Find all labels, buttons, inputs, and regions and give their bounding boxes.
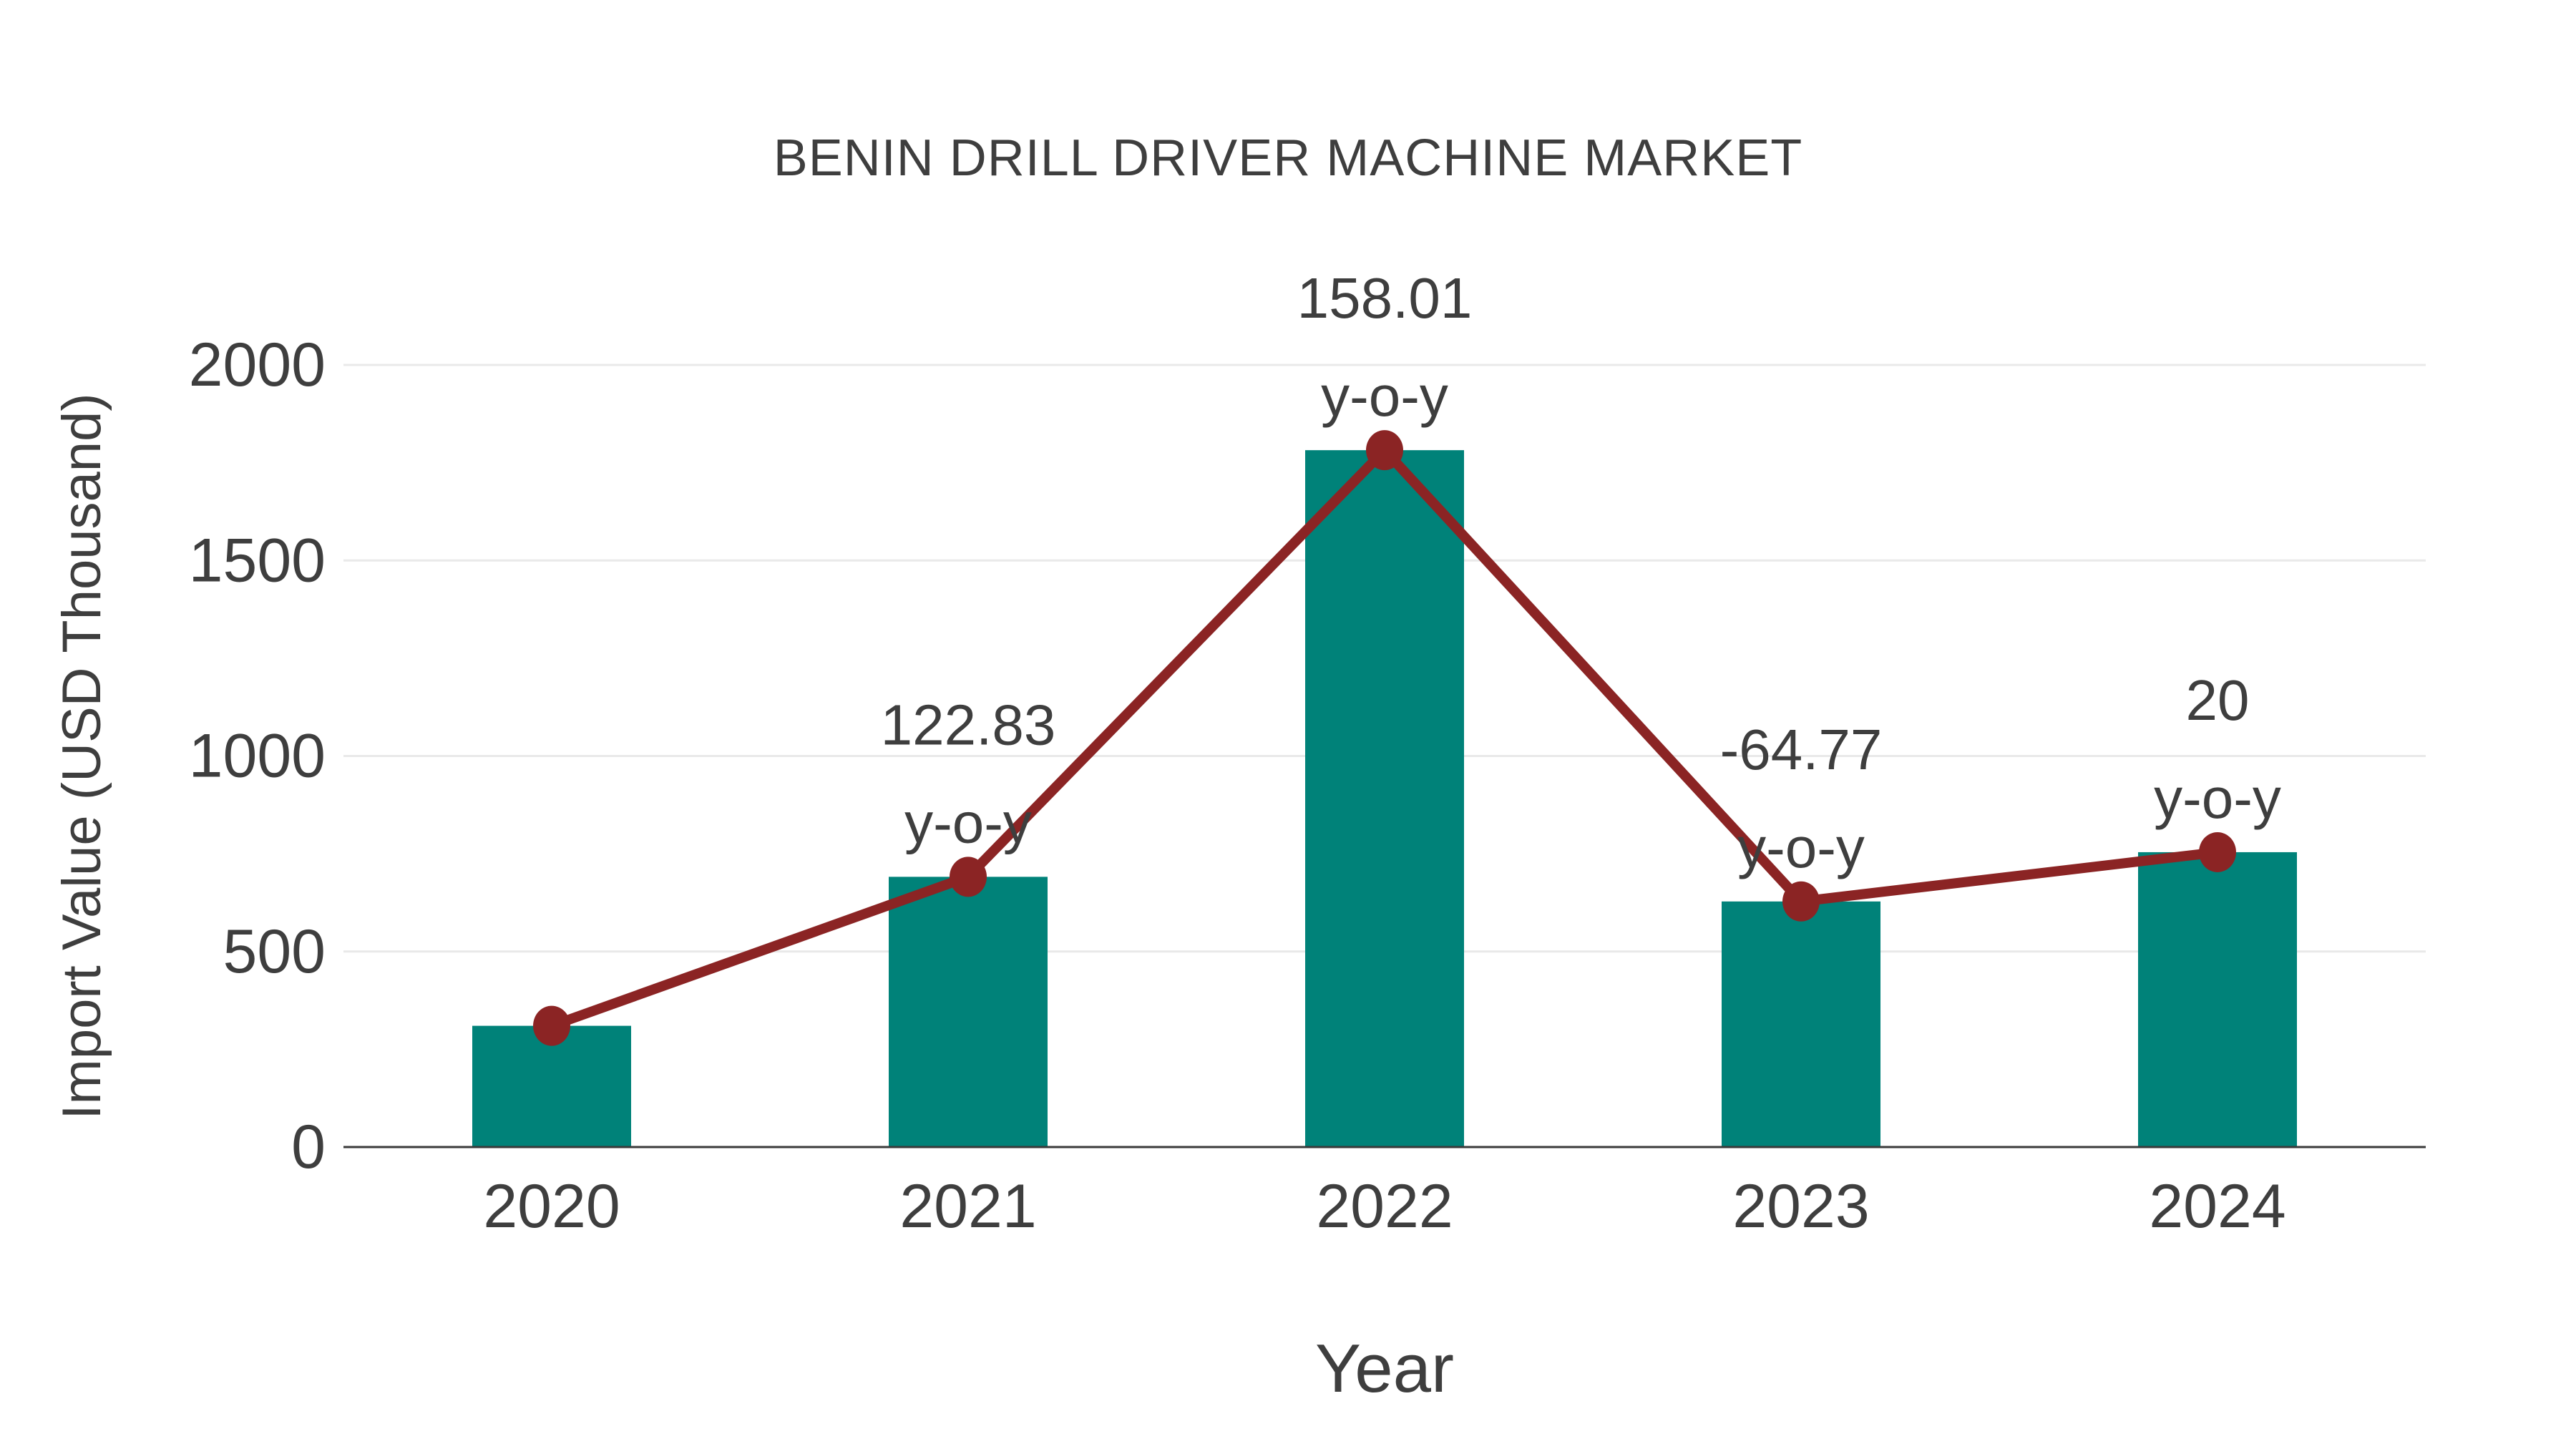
- y-tick-label-1000: 1000: [189, 722, 326, 791]
- annotation-2024-yoy: y-o-y: [2154, 766, 2281, 830]
- annotation-2024-value: 20: [2186, 668, 2250, 732]
- y-tick-label-2000: 2000: [189, 331, 326, 399]
- bar-2021: [889, 877, 1048, 1147]
- x-tick-label-2021: 2021: [899, 1172, 1036, 1241]
- bar-2023: [1722, 901, 1880, 1147]
- x-tick-label-2020: 2020: [483, 1172, 620, 1241]
- bar-2020: [472, 1025, 631, 1147]
- x-axis-label: Year: [1315, 1330, 1454, 1407]
- x-tick-label-2023: 2023: [1732, 1172, 1869, 1241]
- y-tick-label-1500: 1500: [189, 526, 326, 595]
- x-tick-label-2022: 2022: [1316, 1172, 1453, 1241]
- annotation-2022-yoy: y-o-y: [1321, 364, 1448, 428]
- x-axis-tick-labels: 2020 2021 2022 2023 2024: [483, 1172, 2285, 1241]
- trend-markers: [533, 430, 2236, 1046]
- y-axis-tick-labels: 0 500 1000 1500 2000: [189, 331, 326, 1181]
- annotation-2021-yoy: y-o-y: [904, 791, 1032, 854]
- y-axis-label: Import Value (USD Thousand): [52, 393, 112, 1119]
- annotation-2021-value: 122.83: [881, 693, 1056, 756]
- marker-2021: [950, 857, 987, 897]
- y-tick-label-500: 500: [223, 917, 326, 986]
- annotations: 122.83 y-o-y 158.01 y-o-y -64.77 y-o-y 20 y-o-y: [881, 266, 2281, 879]
- bar-2024: [2138, 852, 2297, 1147]
- marker-2024: [2199, 831, 2236, 872]
- marker-2023: [1782, 881, 1820, 922]
- bar-2022: [1305, 450, 1464, 1147]
- x-tick-label-2024: 2024: [2149, 1172, 2285, 1241]
- annotation-2023-yoy: y-o-y: [1737, 816, 1865, 879]
- chart-title: BENIN DRILL DRIVER MACHINE MARKET: [774, 130, 1803, 187]
- bar-series: [472, 450, 2297, 1147]
- annotation-2023-value: -64.77: [1720, 718, 1883, 781]
- y-tick-label-0: 0: [291, 1113, 326, 1181]
- marker-2022: [1366, 430, 1403, 471]
- marker-2020: [533, 1005, 570, 1046]
- annotation-2022-value: 158.01: [1297, 266, 1473, 330]
